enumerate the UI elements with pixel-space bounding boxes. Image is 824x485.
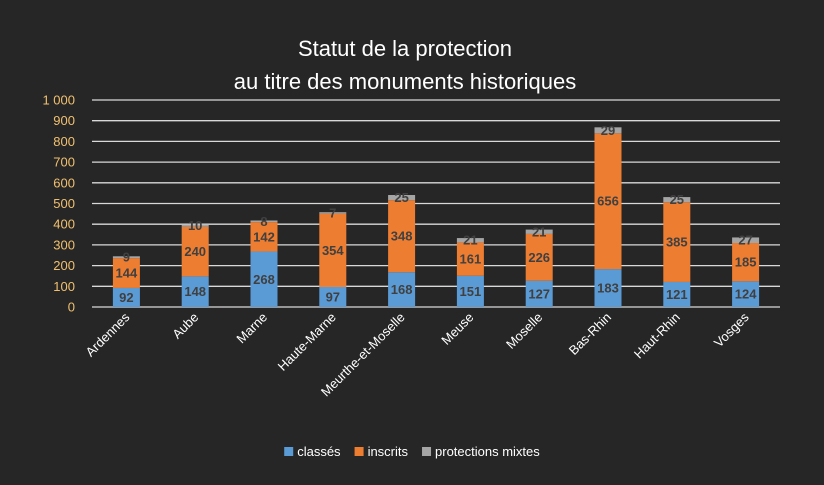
- bar-Marne-inscrits: [250, 222, 278, 252]
- bar-Bas-Rhin-protections-mixtes: [594, 127, 622, 134]
- bar-Haute-Marne-classés: [319, 286, 347, 307]
- data-label: 121: [666, 287, 688, 302]
- data-label: 385: [666, 235, 688, 250]
- x-tick-label: Ardennes: [83, 309, 133, 359]
- x-axis: Ardennes Aube Marne Haute-MarneMeurthe-et-M…: [83, 309, 753, 399]
- y-axis: 0 100 200 300 400 500 600 700 800 900 1 000: [42, 93, 75, 315]
- legend-label: classés: [297, 444, 341, 459]
- legend-swatch: [422, 447, 432, 456]
- data-label: 144: [116, 266, 138, 281]
- bar-Meuse-classés: [456, 275, 484, 307]
- bar-Haut-Rhin-classés: [663, 281, 691, 307]
- bar-Moselle-classés: [525, 280, 553, 307]
- x-tick-label: Aube: [169, 310, 201, 342]
- data-label: 127: [528, 286, 550, 301]
- data-label: 240: [184, 244, 206, 259]
- bar-Ardennes-protections-mixtes: [112, 256, 140, 259]
- y-tick-label: 100: [53, 279, 75, 294]
- data-label: 21: [532, 224, 546, 239]
- legend-item-classés: classés: [284, 444, 341, 459]
- x-tick-label: Haut-Rhin: [631, 310, 683, 362]
- bar-Ardennes-classés: [112, 287, 140, 307]
- data-label: 8: [260, 214, 267, 229]
- chart-title-line-2: au titre des monuments historiques: [234, 69, 576, 94]
- bar-Aube-classés: [181, 276, 209, 307]
- bar-Moselle-inscrits: [525, 233, 553, 281]
- data-label: 7: [329, 205, 336, 220]
- data-label: 185: [735, 255, 757, 270]
- bars: [112, 127, 760, 307]
- data-label: 97: [326, 289, 340, 304]
- x-tick-label: Marne: [233, 310, 270, 347]
- data-label: 142: [253, 229, 275, 244]
- data-label: 29: [601, 123, 615, 138]
- bar-Vosges-protections-mixtes: [732, 237, 760, 244]
- data-label: 656: [597, 194, 619, 209]
- bar-Meurthe-et-Moselle-classés: [388, 272, 416, 307]
- bar-Haut-Rhin-inscrits: [663, 202, 691, 282]
- y-tick-label: 600: [53, 175, 75, 190]
- legend-label: inscrits: [368, 444, 409, 459]
- data-label: 92: [119, 290, 133, 305]
- legend-label: protections mixtes: [435, 444, 540, 459]
- data-label: 10: [188, 218, 202, 233]
- y-tick-label: 400: [53, 217, 75, 232]
- bar-Ardennes-inscrits: [112, 258, 140, 288]
- x-tick-label: Moselle: [503, 310, 545, 352]
- y-tick-label: 500: [53, 196, 75, 211]
- data-label: 354: [322, 243, 344, 258]
- legend-item-protections-mixtes: protections mixtes: [422, 444, 540, 459]
- bar-Meurthe-et-Moselle-protections-mixtes: [388, 195, 416, 201]
- bar-Meurthe-et-Moselle-inscrits: [388, 200, 416, 273]
- bar-Vosges-classés: [732, 281, 760, 307]
- y-tick-label: 1 000: [42, 93, 75, 108]
- data-label: 268: [253, 272, 275, 287]
- data-label: 161: [460, 252, 482, 267]
- x-tick-label: Meuse: [438, 310, 476, 348]
- data-label: 226: [528, 250, 550, 265]
- bar-Marne-classés: [250, 251, 278, 307]
- legend-swatch: [354, 447, 364, 456]
- data-label: 27: [738, 233, 752, 248]
- bar-Haute-Marne-protections-mixtes: [319, 212, 347, 214]
- data-label: 168: [391, 282, 413, 297]
- data-label: 148: [184, 284, 206, 299]
- bar-Meuse-inscrits: [456, 242, 484, 276]
- bar-Marne-protections-mixtes: [250, 220, 278, 223]
- bar-Vosges-inscrits: [732, 243, 760, 282]
- bar-Bas-Rhin-inscrits: [594, 133, 622, 270]
- data-label: 25: [670, 192, 684, 207]
- x-tick-label: Haute-Marne: [275, 310, 339, 374]
- bar-Moselle-protections-mixtes: [525, 229, 553, 234]
- data-label: 183: [597, 281, 619, 296]
- data-label: 9: [123, 250, 130, 265]
- y-tick-label: 300: [53, 237, 75, 252]
- bar-Bas-Rhin-classés: [594, 269, 622, 307]
- bar-Aube-protections-mixtes: [181, 224, 209, 227]
- bar-Haut-Rhin-protections-mixtes: [663, 197, 691, 203]
- legend-swatch: [284, 447, 294, 456]
- data-label: 124: [735, 287, 757, 302]
- legend: classés inscrits protections mixtes: [284, 444, 540, 459]
- data-label: 151: [460, 284, 482, 299]
- y-tick-label: 900: [53, 113, 75, 128]
- data-label: 25: [394, 190, 408, 205]
- y-tick-label: 0: [68, 300, 75, 315]
- y-tick-label: 700: [53, 155, 75, 170]
- data-label: 348: [391, 229, 413, 244]
- legend-item-inscrits: inscrits: [354, 444, 409, 459]
- x-tick-label: Bas-Rhin: [566, 310, 614, 358]
- y-tick-label: 800: [53, 134, 75, 149]
- y-tick-label: 200: [53, 258, 75, 273]
- bar-Haute-Marne-inscrits: [319, 213, 347, 287]
- bar-Meuse-protections-mixtes: [456, 238, 484, 243]
- data-label: 21: [463, 233, 477, 248]
- x-tick-label: Vosges: [711, 309, 752, 350]
- bar-Aube-inscrits: [181, 226, 209, 277]
- chart-title-line-1: Statut de la protection: [298, 36, 512, 61]
